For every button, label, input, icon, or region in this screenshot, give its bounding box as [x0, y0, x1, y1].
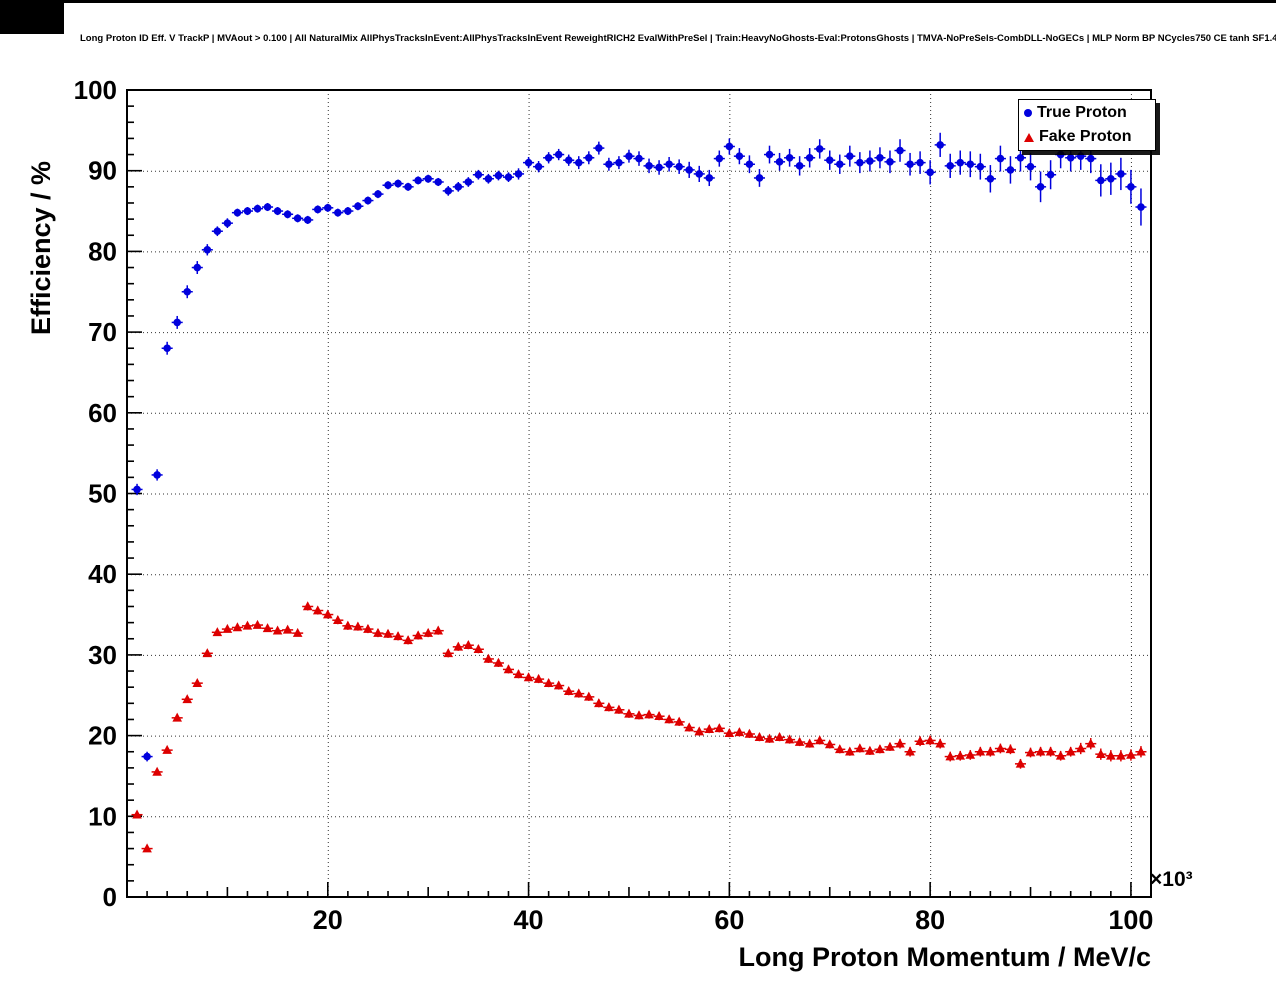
svg-text:60: 60 — [714, 905, 744, 935]
svg-text:10: 10 — [88, 801, 117, 831]
axis-ticks — [127, 89, 1132, 897]
legend-label-fake-proton: Fake Proton — [1039, 128, 1132, 145]
tick-labels: 0 10 20 30 40 50 60 70 80 90 100 20 40 60 80 100 — [74, 75, 1154, 935]
grid-lines — [127, 90, 1151, 897]
svg-text:20: 20 — [88, 721, 117, 751]
x-axis-title: Long Proton Momentum / MeV/c — [738, 942, 1152, 972]
svg-text:40: 40 — [514, 905, 544, 935]
svg-text:90: 90 — [88, 156, 117, 186]
series-fake-proton — [131, 601, 1147, 853]
svg-text:0: 0 — [103, 882, 117, 912]
svg-text:80: 80 — [88, 236, 117, 266]
svg-text:100: 100 — [74, 75, 117, 105]
svg-text:70: 70 — [88, 317, 117, 347]
chart-title: Long Proton ID Eff. V TrackP | MVAout > … — [80, 33, 1276, 44]
canvas-top-border — [0, 0, 1276, 3]
svg-text:80: 80 — [915, 905, 945, 935]
svg-text:50: 50 — [88, 479, 117, 509]
svg-text:20: 20 — [313, 905, 343, 935]
y-axis-title: Efficiency / % — [26, 160, 56, 335]
x-axis-exponent: ×10³ — [1150, 868, 1193, 891]
svg-text:40: 40 — [88, 559, 117, 589]
legend[interactable]: True Proton Fake Proton — [1018, 99, 1156, 151]
fake-proton-marker-icon — [1024, 132, 1034, 142]
legend-item-fake-proton: Fake Proton — [1019, 125, 1155, 149]
legend-label-true-proton: True Proton — [1037, 104, 1127, 121]
svg-text:60: 60 — [88, 398, 117, 428]
true-proton-marker-icon — [1024, 109, 1032, 117]
legend-item-true-proton: True Proton — [1019, 101, 1155, 125]
svg-text:30: 30 — [88, 640, 117, 670]
canvas-corner-decoration — [0, 3, 64, 34]
plot-frame — [126, 89, 1152, 898]
svg-text:100: 100 — [1108, 905, 1153, 935]
series-true-proton — [131, 132, 1147, 762]
